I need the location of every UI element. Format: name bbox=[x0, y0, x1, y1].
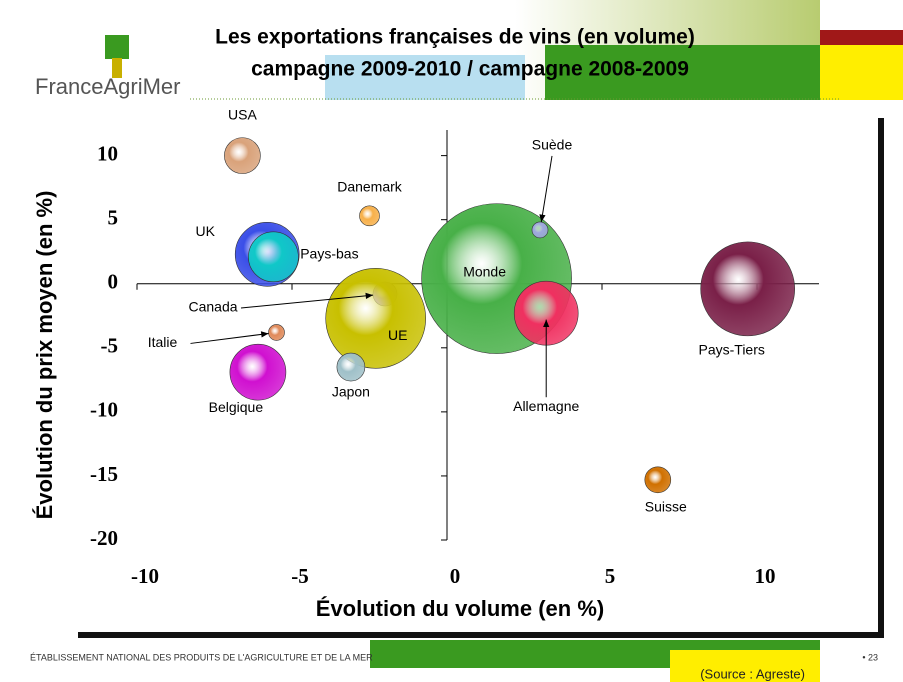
y-tick-label: -15 bbox=[90, 462, 118, 486]
page-number: • 23 bbox=[862, 652, 878, 662]
arrow-head bbox=[260, 331, 269, 338]
x-tick-label: -5 bbox=[291, 564, 309, 588]
bubble bbox=[229, 343, 287, 401]
bubble-label: Pays-bas bbox=[300, 246, 358, 262]
arrow bbox=[240, 294, 374, 309]
bubble-label: USA bbox=[228, 106, 257, 122]
bubble-label: Danemark bbox=[337, 179, 403, 195]
y-tick-label: 10 bbox=[97, 141, 118, 165]
x-tick-label: 5 bbox=[605, 564, 616, 588]
bubble bbox=[359, 205, 380, 227]
bubble-label: UK bbox=[195, 223, 215, 239]
arrow bbox=[190, 332, 269, 344]
x-axis-title: Évolution du volume (en %) bbox=[316, 596, 604, 621]
source: (Source : Agreste) bbox=[700, 666, 805, 681]
y-tick-label: -20 bbox=[90, 526, 118, 550]
bubble-label: Suisse bbox=[645, 498, 687, 514]
bubble bbox=[700, 241, 796, 337]
bubble-label: Canada bbox=[188, 299, 237, 315]
y-tick-label: -10 bbox=[90, 398, 118, 422]
x-tick-label: -10 bbox=[131, 564, 159, 588]
bubble bbox=[325, 268, 427, 369]
bubble bbox=[644, 466, 672, 494]
header-band bbox=[545, 45, 820, 100]
x-tick-label: 10 bbox=[755, 564, 776, 588]
bubble-label: Japon bbox=[332, 384, 370, 400]
arrow-head bbox=[543, 319, 550, 327]
bubble-label: Allemagne bbox=[513, 398, 579, 414]
bubble-label: Suède bbox=[532, 137, 573, 153]
x-tick-label: 0 bbox=[450, 564, 461, 588]
bubble bbox=[336, 352, 366, 382]
arrow-head bbox=[539, 214, 546, 223]
logo-icon bbox=[112, 58, 122, 78]
title: campagne 2009-2010 / campagne 2008-2009 bbox=[251, 58, 689, 81]
bubble-label: Monde bbox=[463, 263, 506, 279]
bubble-label: Belgique bbox=[209, 399, 264, 415]
arrow bbox=[540, 155, 553, 223]
bubble bbox=[224, 137, 261, 174]
plot: -10 -5 0 5 10 10 5 0 -5 -10 -15 -20 USA Danemark UK Pay… bbox=[90, 106, 819, 588]
y-tick-label: 0 bbox=[108, 270, 119, 294]
bubble bbox=[531, 221, 549, 239]
footer-org: ÉTABLISSEMENT NATIONAL DES PRODUITS DE L… bbox=[30, 652, 373, 662]
chart-frame bbox=[72, 112, 878, 632]
footer-band bbox=[670, 650, 820, 682]
logo-text: FranceAgriMer bbox=[35, 74, 180, 99]
arrow-head bbox=[365, 292, 374, 299]
y-tick-label: -5 bbox=[101, 334, 119, 358]
bubble-label: UE bbox=[388, 327, 407, 343]
header-highlight bbox=[325, 55, 525, 100]
bubble-label: Italie bbox=[148, 334, 178, 350]
logo-icon bbox=[105, 35, 129, 59]
header-band bbox=[820, 30, 903, 45]
y-tick-label: 5 bbox=[108, 206, 119, 230]
title: Les exportations françaises de vins (en … bbox=[215, 26, 695, 49]
bubble-label: Pays-Tiers bbox=[699, 342, 765, 358]
bubble bbox=[248, 231, 299, 283]
bubble bbox=[268, 324, 285, 341]
y-axis-title: Évolution du prix moyen (en %) bbox=[32, 191, 57, 520]
